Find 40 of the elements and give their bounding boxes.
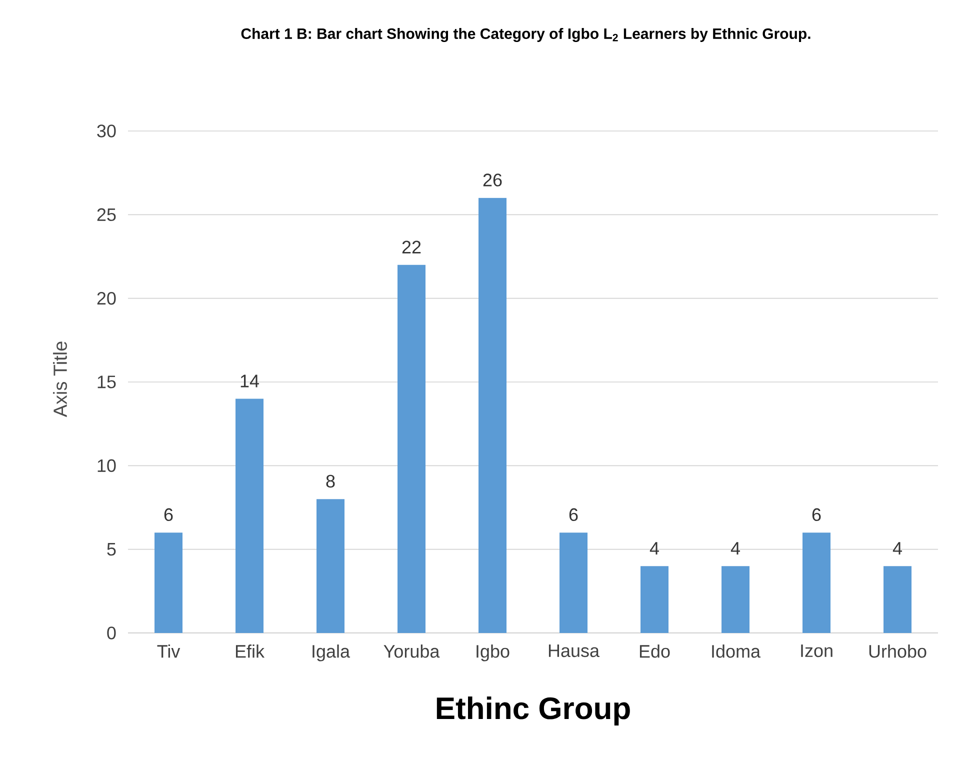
bar <box>640 566 669 633</box>
data-label: 26 <box>483 174 502 186</box>
x-tick-label: Hausa <box>548 644 600 658</box>
x-tick-label: Tiv <box>157 644 180 658</box>
bar <box>316 499 345 633</box>
x-tick-label: Igala <box>312 644 350 662</box>
data-label: 4 <box>650 542 659 555</box>
x-tick-label: Igbo <box>476 644 510 662</box>
y-tick-label: 5 <box>107 543 116 556</box>
x-tick-label: Izon <box>801 644 832 658</box>
y-tick-label: 20 <box>97 292 116 305</box>
data-label: 4 <box>730 542 740 555</box>
y-tick-label: 30 <box>97 124 116 138</box>
y-tick-label: 10 <box>98 459 116 472</box>
bar <box>560 532 588 633</box>
bar <box>884 566 912 633</box>
bar <box>236 398 264 633</box>
data-label: 6 <box>812 508 821 522</box>
bar <box>802 532 831 633</box>
x-tick-label: Yoruba <box>384 644 440 658</box>
x-tick-label: Urhobo <box>869 644 926 658</box>
data-label: 22 <box>402 240 421 254</box>
bar <box>722 566 750 633</box>
data-label: 14 <box>240 374 259 388</box>
bar <box>154 532 183 633</box>
x-axis-title: Ethinc Group <box>436 696 630 726</box>
bar <box>478 198 507 633</box>
y-axis-title: Axis Title <box>53 342 67 418</box>
data-label: 8 <box>326 474 335 488</box>
x-tick-label: Idoma <box>712 644 761 658</box>
y-tick-label: 0 <box>107 626 116 640</box>
bar <box>398 264 426 633</box>
chart-title: Chart 1 B: Bar chart Showing the Category of Igbo L$_{2}$ Learners by Ethnic Group. <box>241 28 810 42</box>
data-label: 4 <box>892 542 902 555</box>
x-tick-label: Efik <box>236 644 265 658</box>
x-tick-label: Edo <box>640 644 670 658</box>
data-label: 6 <box>569 508 578 522</box>
data-label: 6 <box>164 508 173 522</box>
y-tick-label: 25 <box>97 208 116 222</box>
y-tick-label: 15 <box>98 376 116 388</box>
